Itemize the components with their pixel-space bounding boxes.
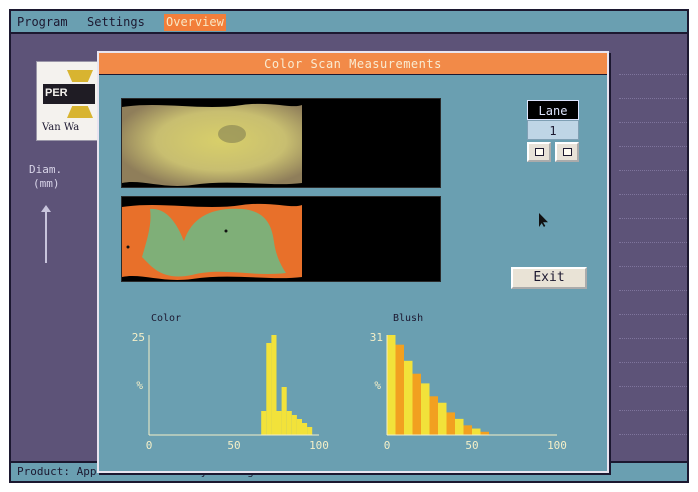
color-histogram: Color 0 50 100 25% bbox=[119, 313, 334, 462]
exit-button[interactable]: Exit bbox=[511, 267, 587, 289]
logo-name: Van Wa bbox=[42, 122, 80, 133]
histogram-bar bbox=[472, 428, 481, 435]
blush-histogram: Blush 0 50 100 31% bbox=[357, 313, 572, 462]
diameter-unit: (mm) bbox=[33, 177, 60, 190]
histogram-bar bbox=[302, 423, 308, 435]
fruit-color-scan-graphic bbox=[122, 103, 302, 186]
histogram-bar bbox=[438, 402, 447, 435]
color-histogram-title: Color bbox=[151, 313, 182, 324]
lane-selector: Lane 1 bbox=[527, 100, 579, 162]
histogram-bar bbox=[261, 411, 267, 435]
y-tick-label: 25 bbox=[132, 331, 145, 344]
histogram-bar bbox=[276, 411, 282, 435]
logo-per-text: PER bbox=[45, 87, 68, 99]
lane-next-button[interactable] bbox=[555, 142, 579, 162]
x-tick-label: 50 bbox=[465, 439, 478, 452]
background-right-panel bbox=[619, 51, 687, 471]
menu-overview[interactable]: Overview bbox=[164, 14, 226, 31]
lane-label: Lane bbox=[527, 100, 579, 120]
y-tick-label: 31 bbox=[370, 331, 383, 344]
histogram-bar bbox=[412, 373, 421, 435]
color-scan-dialog: Color Scan Measurements bbox=[97, 51, 609, 473]
left-arrow-icon bbox=[535, 148, 544, 156]
histogram-bar bbox=[395, 344, 404, 435]
x-tick-label: 50 bbox=[227, 439, 240, 452]
up-arrow-icon bbox=[41, 205, 51, 263]
y-unit-label: % bbox=[374, 379, 381, 392]
histogram-bar bbox=[266, 343, 272, 435]
histogram-bar bbox=[291, 415, 297, 435]
x-tick-label: 0 bbox=[146, 439, 153, 452]
menu-bar: Program Settings Overview bbox=[11, 11, 687, 34]
app-window: Program Settings Overview PER Van Wa Dia… bbox=[9, 9, 689, 483]
histogram-bar bbox=[281, 387, 287, 435]
histogram-bar bbox=[296, 419, 302, 435]
fruit-segmented-scan-image bbox=[121, 196, 441, 282]
x-tick-label: 100 bbox=[309, 439, 329, 452]
status-product: Product: Apple bbox=[17, 465, 110, 478]
diameter-label: Diam. bbox=[29, 163, 63, 176]
lane-prev-button[interactable] bbox=[527, 142, 551, 162]
histogram-bar bbox=[271, 335, 277, 435]
histogram-bar bbox=[429, 396, 438, 435]
histogram-bar bbox=[480, 431, 489, 435]
histogram-bar bbox=[463, 425, 472, 435]
mouse-cursor-icon bbox=[539, 213, 548, 227]
histogram-bar bbox=[286, 411, 292, 435]
logo-bottom-chevron bbox=[67, 106, 93, 118]
histogram-bar bbox=[404, 360, 413, 435]
y-unit-label: % bbox=[136, 379, 143, 392]
color-histogram-chart: 0 50 100 25% bbox=[132, 331, 329, 452]
x-tick-label: 100 bbox=[547, 439, 567, 452]
blush-histogram-chart: 0 50 100 31% bbox=[370, 331, 567, 452]
menu-settings[interactable]: Settings bbox=[87, 15, 145, 29]
histogram-bar bbox=[446, 412, 455, 435]
right-arrow-icon bbox=[563, 148, 572, 156]
histogram-bar bbox=[307, 427, 313, 435]
logo-top-chevron bbox=[67, 70, 93, 82]
blush-histogram-title: Blush bbox=[393, 313, 424, 324]
lane-value-field[interactable]: 1 bbox=[527, 120, 579, 140]
company-logo: PER Van Wa bbox=[36, 61, 100, 141]
dialog-title[interactable]: Color Scan Measurements bbox=[99, 53, 607, 75]
fruit-color-scan-image bbox=[121, 98, 441, 188]
histogram-bar bbox=[421, 383, 430, 435]
x-tick-label: 0 bbox=[384, 439, 391, 452]
histogram-bar bbox=[387, 335, 396, 435]
histogram-bar bbox=[455, 418, 464, 435]
menu-program[interactable]: Program bbox=[17, 15, 68, 29]
fruit-segmented-scan-graphic bbox=[122, 203, 302, 280]
logo-bar bbox=[43, 84, 95, 104]
